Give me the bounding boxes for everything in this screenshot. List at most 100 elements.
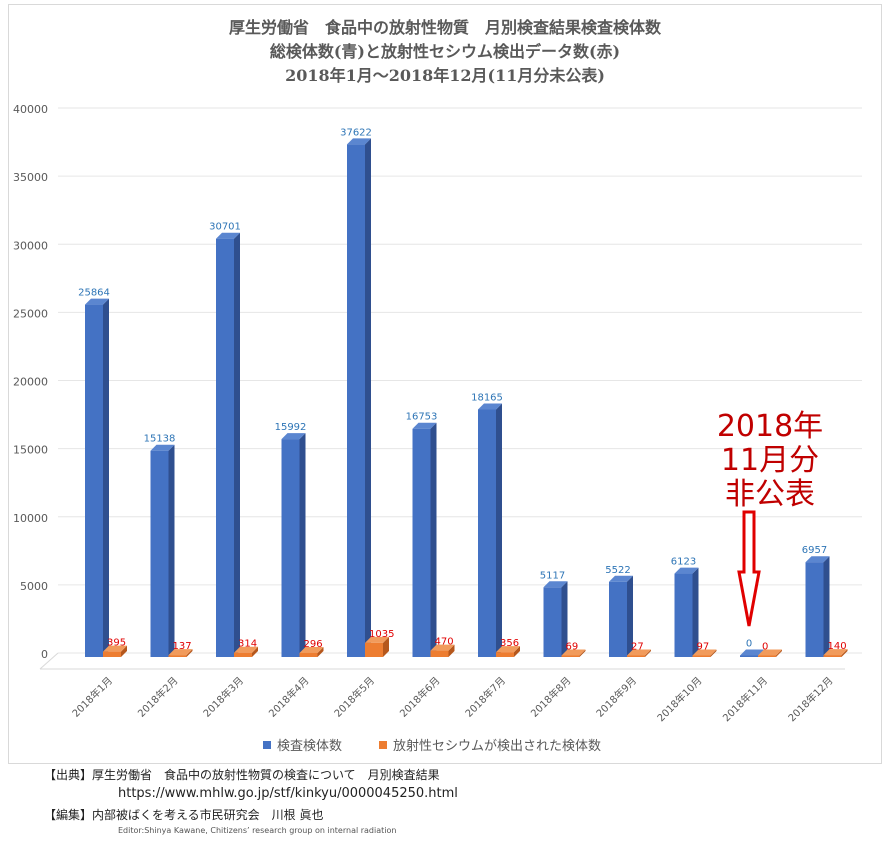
bar-cesium-detected: [496, 652, 514, 657]
floor-edge: [39, 652, 59, 670]
bar-top: [216, 232, 240, 239]
bar-side: [514, 646, 520, 657]
data-label: 69: [566, 642, 579, 653]
bar-side: [365, 138, 371, 657]
editor-label: 【編集】: [44, 808, 93, 822]
legend-swatch: [379, 741, 387, 749]
y-tick-label: 10000: [13, 512, 48, 525]
x-tick-label: 2018年1月: [69, 674, 115, 720]
bar-top: [299, 646, 324, 653]
x-tick-label: 2018年3月: [200, 674, 246, 720]
bar-top: [758, 649, 782, 656]
arrow-icon: [737, 510, 761, 627]
bar-total-samples: [609, 581, 627, 657]
bar-total-samples: [216, 238, 234, 658]
bar-top: [478, 403, 502, 410]
editor-english: Editor:Shinya Kawane, Chitizens’ researc…: [118, 826, 397, 835]
source-url[interactable]: https://www.mhlw.go.jp/stf/kinkyu/000004…: [118, 786, 458, 801]
legend-label: 検査検体数: [277, 739, 342, 754]
bar-total-samples: [478, 409, 496, 657]
bar-top: [234, 646, 258, 653]
x-tick-label: 2018年11月: [720, 674, 770, 724]
bar-cesium-detected: [692, 655, 711, 657]
data-label: 137: [173, 641, 192, 652]
bar-total-samples: [150, 450, 169, 657]
bar-side: [121, 645, 127, 657]
bar-top: [805, 556, 830, 563]
bar-top: [430, 644, 455, 651]
x-tick-label: 2018年6月: [397, 674, 443, 720]
bar-top: [740, 649, 764, 656]
x-tick-label: 2018年7月: [462, 674, 508, 720]
y-tick-label: 5000: [20, 580, 48, 593]
bar-total-samples: [740, 655, 758, 657]
bar-total-samples: [85, 304, 103, 657]
y-tick-label: 40000: [13, 103, 48, 116]
plot-area: 0 5000 10000 15000 20000 25000 30000 35000 40000…: [13, 103, 862, 754]
bar-side: [168, 444, 175, 657]
bar-top: [627, 649, 651, 656]
annotation-line: 2018年: [716, 409, 824, 444]
y-tick-label: 20000: [13, 376, 48, 389]
editor-text: 内部被ばくを考える市民研究会 川根 眞也: [92, 808, 324, 822]
bar-top: [412, 422, 437, 429]
bar-side: [841, 649, 848, 657]
bar-total-samples: [347, 144, 365, 657]
data-label: 314: [238, 639, 257, 650]
data-label: 395: [107, 638, 126, 649]
bar-top: [543, 581, 568, 588]
bar-side: [561, 581, 568, 657]
x-tick-label: 2018年5月: [331, 674, 377, 720]
annotation-line: 非公表: [725, 477, 815, 512]
data-label: 470: [435, 637, 454, 648]
source-label: 【出典】: [44, 768, 93, 782]
bar-side: [430, 422, 437, 657]
bar-total-samples: [674, 573, 693, 657]
bar-side: [103, 298, 109, 657]
chart-title-line-2: 総検体数(青)と放射性セシウム検出データ数(赤): [269, 42, 621, 61]
bar-top: [496, 646, 520, 653]
bar-cesium-detected: [103, 651, 121, 657]
bar-top: [150, 444, 175, 451]
data-label: 6123: [671, 557, 696, 568]
bar-total-samples: [805, 562, 824, 657]
annotation-line: 11月分: [720, 443, 820, 478]
data-label: 25864: [78, 288, 110, 299]
data-label: 16753: [406, 412, 438, 423]
bar-cesium-detected: [758, 655, 776, 657]
bar-top: [365, 636, 389, 643]
data-label: 0: [762, 642, 768, 653]
data-label: 18165: [471, 393, 503, 404]
chart-title-line-1: 厚生労働省 食品中の放射性物質 月別検査結果検査検体数: [228, 18, 661, 37]
bar-side: [299, 433, 306, 657]
y-tick-label: 0: [41, 648, 48, 661]
chart-title-line-3: 2018年1月～2018年12月(11月分未公表): [285, 66, 605, 85]
bar-side: [710, 649, 717, 657]
data-label: 15138: [144, 434, 176, 445]
source-text: 厚生労働省 食品中の放射性物質の検査について 月別検査結果: [92, 768, 440, 782]
legend-swatch: [263, 741, 271, 749]
data-label: 27: [631, 642, 644, 653]
data-label: 5117: [540, 570, 565, 581]
bar-cesium-detected: [299, 652, 318, 657]
bar-cesium-detected: [561, 655, 580, 657]
bar-side: [692, 567, 699, 657]
y-tick-label: 30000: [13, 239, 48, 252]
bar-side: [317, 646, 324, 657]
x-tick-label: 2018年10月: [654, 674, 704, 724]
data-label: 296: [304, 639, 323, 650]
bar-total-samples: [412, 428, 431, 657]
bar-cesium-detected: [365, 642, 383, 657]
x-tick-label: 2018年12月: [785, 674, 835, 724]
bar-cesium-detected: [430, 650, 449, 657]
bar-top: [103, 645, 127, 652]
bar-top: [609, 575, 633, 582]
bar-side: [496, 403, 502, 657]
bar-cesium-detected: [627, 655, 645, 657]
bar-side: [383, 636, 389, 657]
x-tick-label: 2018年2月: [135, 674, 181, 720]
data-label: 140: [828, 641, 847, 652]
bar-top: [692, 649, 717, 656]
bar-top: [561, 649, 586, 656]
x-tick-label: 2018年4月: [266, 674, 312, 720]
